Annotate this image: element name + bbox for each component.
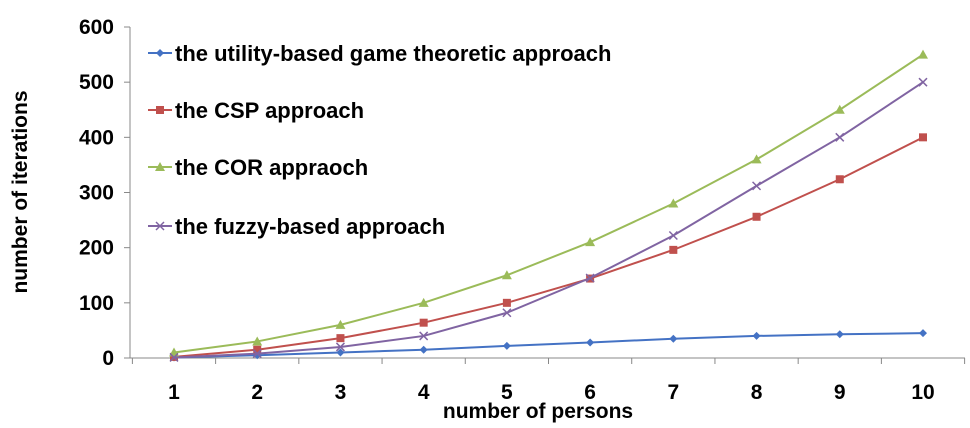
data-point bbox=[668, 198, 679, 208]
x-tick-label: 2 bbox=[251, 381, 263, 404]
data-point bbox=[419, 345, 428, 354]
data-point bbox=[336, 334, 345, 343]
data-point bbox=[252, 336, 263, 346]
legend-label: the CSP approach bbox=[175, 98, 364, 123]
y-tick-label: 0 bbox=[102, 347, 114, 370]
y-tick-label: 200 bbox=[79, 237, 114, 260]
data-point bbox=[752, 181, 762, 191]
y-tick-label: 600 bbox=[79, 16, 114, 39]
legend-entry: the CSP approach bbox=[148, 98, 364, 123]
data-point-stroke bbox=[752, 181, 762, 191]
data-point bbox=[335, 319, 346, 329]
data-point-stroke bbox=[155, 221, 165, 231]
legend-label: the fuzzy-based approach bbox=[175, 214, 445, 239]
data-point bbox=[835, 175, 844, 184]
data-point-stroke bbox=[668, 230, 678, 241]
data-point bbox=[156, 49, 164, 57]
data-point bbox=[155, 221, 165, 231]
data-point bbox=[155, 162, 165, 171]
data-point bbox=[668, 230, 678, 241]
data-point-stroke bbox=[335, 342, 345, 352]
data-point bbox=[502, 298, 511, 307]
legend-entry: the fuzzy-based approach bbox=[148, 214, 445, 239]
x-axis-title: number of persons bbox=[443, 400, 633, 423]
data-point bbox=[919, 133, 927, 142]
y-axis: 0 100 200 300 400 500 600 bbox=[79, 16, 131, 370]
data-point bbox=[669, 334, 678, 343]
x-tick-label: 8 bbox=[751, 381, 763, 404]
y-tick-label: 500 bbox=[79, 71, 114, 94]
data-point bbox=[669, 245, 678, 254]
legend-entry: the utility-based game theoretic approac… bbox=[148, 41, 611, 66]
data-point bbox=[835, 330, 844, 339]
data-point bbox=[418, 297, 429, 307]
data-point-stroke bbox=[169, 352, 179, 362]
series-layer bbox=[169, 49, 928, 362]
data-point bbox=[586, 338, 595, 347]
x-tick-label: 7 bbox=[667, 381, 679, 404]
data-point bbox=[585, 273, 595, 283]
data-point bbox=[834, 104, 845, 114]
data-point bbox=[502, 341, 511, 350]
data-point bbox=[502, 308, 512, 318]
data-point-stroke bbox=[252, 349, 262, 359]
x-axis: 1 2 3 4 5 6 7 8 9 10 bbox=[130, 357, 966, 404]
data-point bbox=[336, 348, 345, 357]
data-point bbox=[169, 352, 179, 362]
legend-entry: the COR appraoch bbox=[148, 155, 368, 180]
data-point bbox=[835, 132, 845, 142]
data-point bbox=[585, 237, 596, 247]
x-tick-label: 6 bbox=[584, 381, 596, 404]
series-line bbox=[173, 53, 924, 354]
data-point bbox=[918, 49, 928, 59]
series-line bbox=[173, 136, 924, 358]
y-tick-label: 300 bbox=[79, 182, 114, 205]
data-point bbox=[253, 345, 262, 354]
data-point bbox=[751, 154, 762, 164]
x-tick-label: 4 bbox=[418, 381, 430, 404]
legend-label: the COR appraoch bbox=[175, 155, 368, 180]
x-tick-label: 10 bbox=[911, 381, 934, 404]
y-axis-title: number of iterations bbox=[9, 90, 32, 293]
legend-label: the utility-based game theoretic approac… bbox=[175, 41, 611, 66]
series-line bbox=[173, 332, 924, 359]
x-tick-label: 5 bbox=[501, 381, 513, 404]
data-point-stroke bbox=[835, 132, 845, 142]
data-point bbox=[919, 329, 927, 338]
series bbox=[169, 49, 928, 357]
data-point-stroke bbox=[918, 77, 928, 87]
data-point bbox=[419, 331, 429, 341]
data-point bbox=[752, 212, 761, 221]
legend: the utility-based game theoretic approac… bbox=[148, 41, 611, 239]
data-point bbox=[419, 318, 428, 327]
series bbox=[169, 77, 928, 362]
data-point bbox=[501, 270, 512, 280]
x-tick-label: 1 bbox=[168, 381, 180, 404]
data-point bbox=[752, 331, 761, 340]
data-point bbox=[156, 106, 164, 114]
data-point-stroke bbox=[502, 308, 512, 318]
series-line bbox=[173, 81, 924, 359]
data-point bbox=[252, 349, 262, 359]
data-point bbox=[918, 77, 928, 87]
y-tick-label: 100 bbox=[79, 292, 114, 315]
data-point-stroke bbox=[419, 331, 429, 341]
data-point-stroke bbox=[585, 273, 595, 283]
x-tick-label: 3 bbox=[335, 381, 347, 404]
x-tick-label: 9 bbox=[834, 381, 846, 404]
y-tick-label: 400 bbox=[79, 126, 114, 149]
data-point bbox=[335, 342, 345, 352]
